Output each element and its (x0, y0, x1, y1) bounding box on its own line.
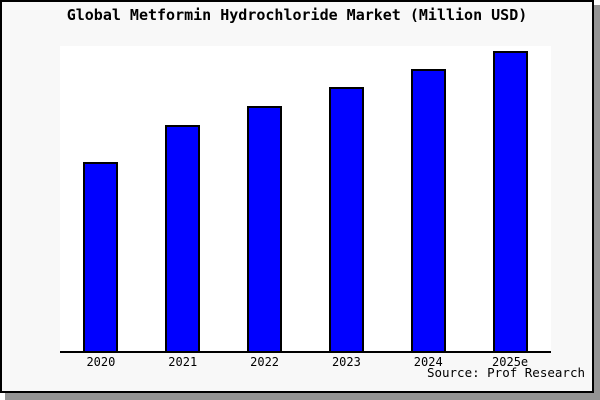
bar-2024 (410, 69, 446, 351)
x-tick-label-2021: 2021 (168, 355, 198, 369)
x-tick-label-2022: 2022 (250, 355, 280, 369)
bar-2020 (83, 162, 119, 351)
bar-2022 (247, 106, 283, 351)
bar-2023 (328, 87, 364, 351)
chart-title: Global Metformin Hydrochloride Market (M… (66, 6, 528, 24)
bar-2021 (165, 125, 201, 351)
chart-frame: Global Metformin Hydrochloride Market (M… (0, 0, 594, 393)
x-tick-label-2025e: 2025e (492, 355, 529, 369)
x-tick-label-2024: 2024 (413, 355, 443, 369)
source-credit: Source: Prof Research (426, 365, 585, 380)
plot-area (60, 46, 551, 353)
bar-2025e (492, 51, 528, 351)
x-tick-label-2020: 2020 (86, 355, 116, 369)
x-tick-label-2023: 2023 (331, 355, 361, 369)
